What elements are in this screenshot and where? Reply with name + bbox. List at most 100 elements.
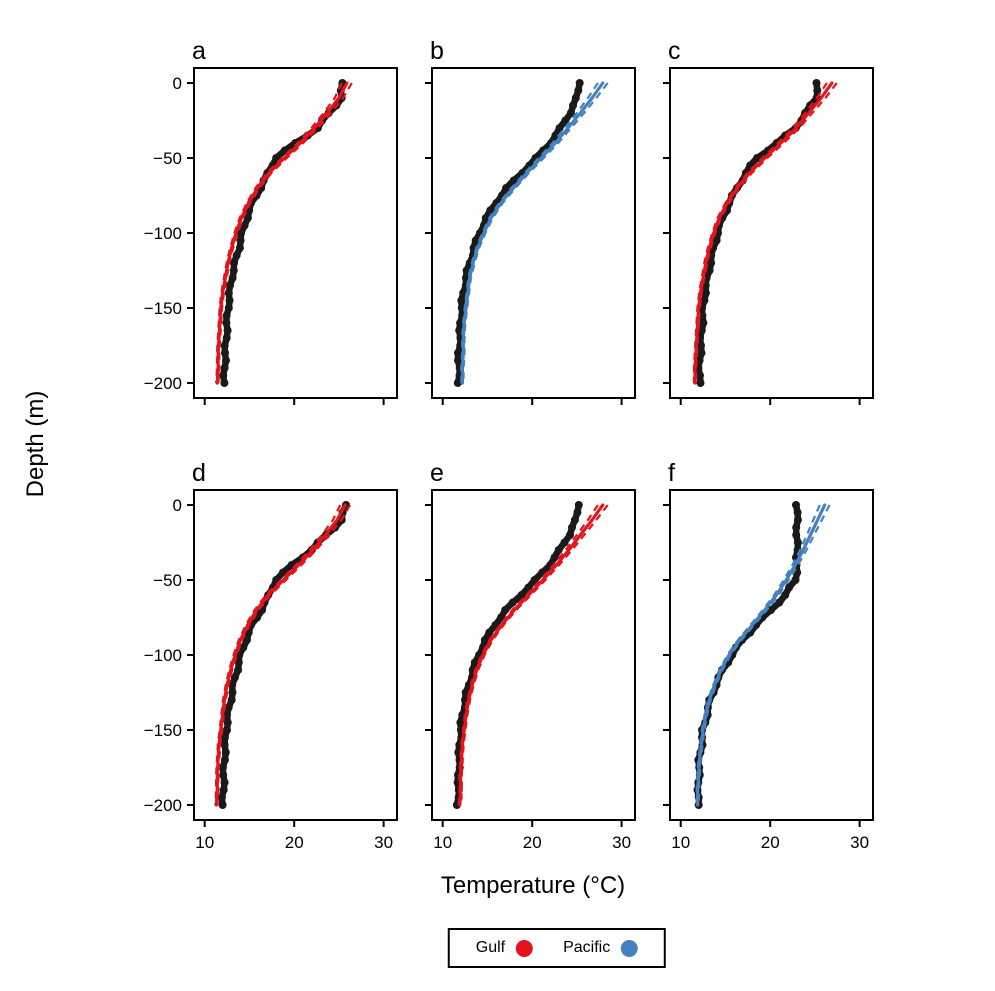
y-tick-label: 0: [173, 496, 182, 515]
observed-point: [697, 349, 706, 357]
observed-point: [573, 508, 582, 517]
x-tick-label: 10: [671, 833, 690, 852]
observed-point: [222, 311, 231, 320]
observed-point: [454, 356, 462, 365]
panel-letter: a: [192, 38, 206, 65]
panel-letter: e: [430, 460, 444, 487]
observed-point: [707, 259, 716, 267]
panel-d: 10 20 30 0 −50 −100 −150 −200 d: [134, 459, 427, 870]
observed-point: [221, 349, 229, 357]
observed-point: [697, 326, 706, 335]
legend: Gulf Pacific: [447, 928, 667, 968]
observed-point: [228, 274, 237, 282]
y-tick-label: −50: [153, 149, 182, 168]
observed-point: [219, 786, 228, 794]
observed-point: [555, 124, 564, 132]
observed-point: [551, 131, 560, 140]
observed-point: [705, 266, 714, 275]
x-tick-label: 20: [523, 833, 542, 852]
observed-point: [222, 334, 231, 342]
panel-letter: c: [668, 38, 681, 65]
observed-point: [223, 326, 232, 335]
x-tick-label: 20: [761, 833, 780, 852]
y-tick-label: −150: [144, 721, 182, 740]
observed-point: [508, 598, 517, 607]
x-tick-label: 30: [612, 833, 631, 852]
observed-point: [501, 606, 510, 614]
observed-point: [480, 636, 489, 644]
legend-label-pacific: Pacific: [563, 939, 611, 956]
observed-point: [453, 379, 462, 387]
y-tick-label: −50: [153, 571, 182, 590]
observed-point: [550, 553, 559, 562]
y-tick-label: −200: [144, 796, 182, 815]
pacific-color-dot: [621, 939, 639, 957]
observed-point: [230, 259, 238, 267]
observed-point: [569, 101, 577, 110]
plot-box: [193, 489, 398, 821]
x-axis-label: Temperature (°C): [440, 872, 626, 899]
observed-point: [454, 349, 462, 357]
panel-e: 10 20 30 e: [372, 459, 665, 870]
panel-letter: d: [192, 460, 206, 487]
observed-point: [222, 356, 230, 365]
x-tick-label: 30: [374, 833, 393, 852]
observed-point: [225, 296, 234, 305]
plot-box: [669, 489, 874, 821]
observed-point: [220, 733, 229, 742]
panel-letter: f: [668, 460, 675, 487]
observed-point: [712, 236, 721, 245]
observed-point: [566, 531, 574, 539]
observed-point: [812, 79, 821, 87]
observed-point: [227, 696, 236, 704]
fit-line: [458, 503, 605, 807]
observed-point: [470, 658, 479, 667]
observed-point: [575, 79, 584, 87]
observed-point: [517, 591, 526, 599]
observed-point: [456, 718, 465, 727]
observed-point: [471, 236, 480, 245]
observed-point: [226, 281, 234, 290]
observed-point: [218, 763, 227, 772]
observed-point: [220, 756, 229, 764]
observed-point: [217, 793, 226, 802]
x-tick-label: 10: [433, 833, 452, 852]
observed-point: [481, 214, 490, 222]
gulf-color-dot: [516, 939, 534, 957]
observed-point: [229, 266, 238, 275]
fit-line: [460, 81, 605, 385]
observed-point: [571, 94, 580, 102]
observed-point: [792, 501, 800, 509]
observed-point: [235, 244, 244, 252]
observed-point: [232, 251, 241, 260]
observed-point: [561, 116, 570, 125]
y-tick-label: −100: [144, 646, 182, 665]
observed-point: [793, 516, 802, 524]
observed-point: [530, 576, 539, 584]
observed-point: [696, 371, 704, 380]
observed-point: [222, 319, 231, 327]
observed-point: [697, 341, 705, 350]
observed-point: [785, 583, 794, 592]
observed-point: [568, 523, 576, 532]
observed-point: [240, 221, 249, 230]
observed-point: [220, 741, 229, 749]
observed-point: [701, 289, 710, 297]
observed-point: [554, 546, 563, 554]
observed-point: [243, 214, 252, 222]
observed-point: [237, 229, 246, 237]
observed-point: [234, 666, 243, 674]
x-tick-label: 20: [285, 833, 304, 852]
observed-point: [223, 718, 232, 727]
panel-c: c: [610, 37, 903, 448]
observed-point: [791, 576, 800, 584]
observed-point: [574, 86, 583, 95]
fit-line: [693, 81, 834, 385]
observed-point: [220, 341, 229, 350]
x-tick-label: 30: [850, 833, 869, 852]
observed-point: [218, 801, 227, 809]
observed-point: [236, 236, 245, 245]
observed-point: [220, 364, 229, 372]
observed-point: [509, 176, 518, 185]
observed-point: [792, 523, 801, 532]
